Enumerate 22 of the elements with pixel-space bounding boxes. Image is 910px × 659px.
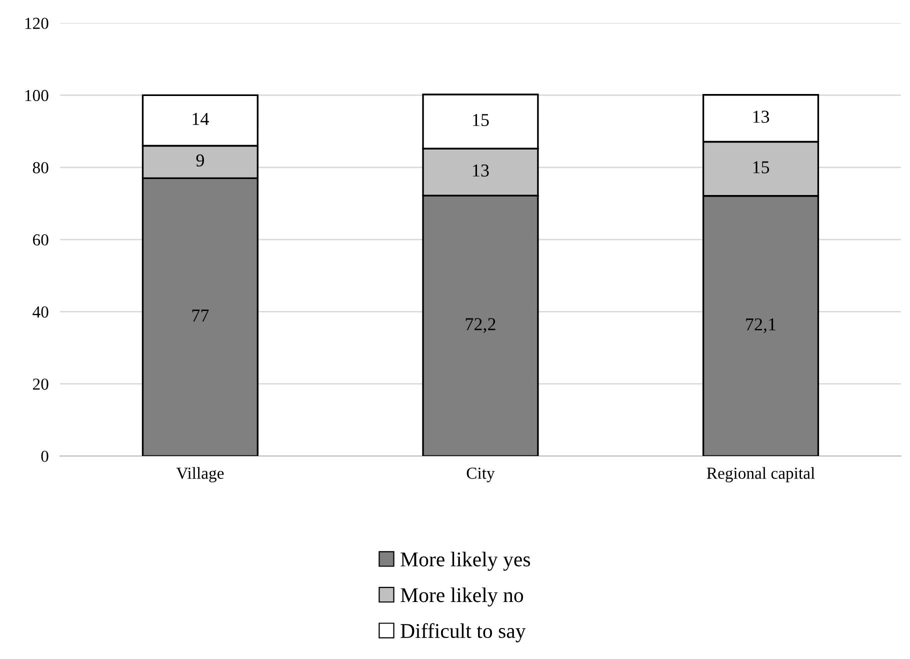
y-tick-label: 100 bbox=[25, 90, 48, 102]
data-label: 14 bbox=[192, 112, 209, 125]
x-tick-label: City bbox=[466, 468, 495, 482]
y-tick-label: 80 bbox=[32, 162, 48, 174]
data-label: 72,2 bbox=[466, 318, 496, 333]
data-label: 15 bbox=[473, 114, 489, 126]
legend-label: More likely yes bbox=[400, 552, 530, 571]
y-tick-label: 60 bbox=[33, 234, 48, 246]
y-tick-label: 120 bbox=[25, 18, 48, 30]
y-tick-label: 0 bbox=[41, 450, 48, 462]
data-label: 15 bbox=[753, 161, 770, 174]
data-label: 9 bbox=[196, 154, 204, 166]
legend-label: Difficult to say bbox=[400, 623, 526, 642]
y-tick-label: 40 bbox=[32, 306, 48, 318]
data-label: 77 bbox=[192, 310, 209, 322]
x-tick-label: Village bbox=[176, 467, 224, 482]
data-label: 13 bbox=[753, 110, 770, 123]
data-label: 13 bbox=[473, 164, 489, 177]
x-tick-label: Regional capital bbox=[706, 467, 815, 482]
legend-label: More likely no bbox=[400, 588, 524, 606]
data-label: 72,1 bbox=[746, 318, 776, 334]
y-tick-label: 20 bbox=[33, 378, 48, 390]
